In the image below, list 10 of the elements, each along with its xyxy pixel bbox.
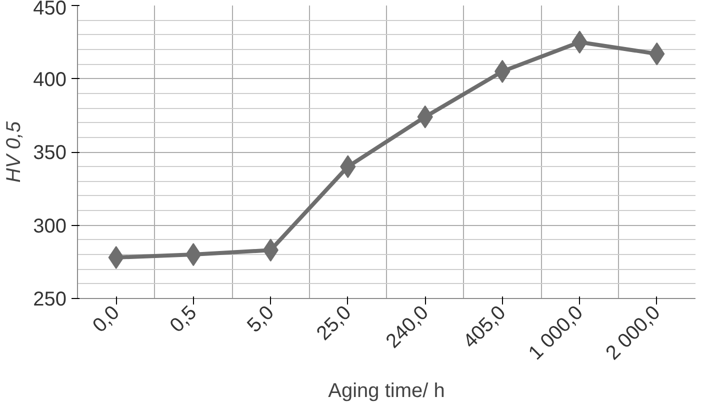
x-tick-label: 5,0 <box>243 302 278 337</box>
y-tick-label: 250 <box>33 288 67 310</box>
y-axis-title: HV 0,5 <box>3 120 26 183</box>
y-tick-label: 350 <box>33 142 67 164</box>
y-tick-label: 400 <box>33 68 67 91</box>
x-tick-label: 0,0 <box>88 302 124 337</box>
x-tick-label: 0,5 <box>166 302 202 337</box>
y-tick-label: 450 <box>33 0 67 20</box>
y-tick-label: 300 <box>33 215 67 238</box>
x-axis-title: Aging time/ h <box>328 380 445 402</box>
